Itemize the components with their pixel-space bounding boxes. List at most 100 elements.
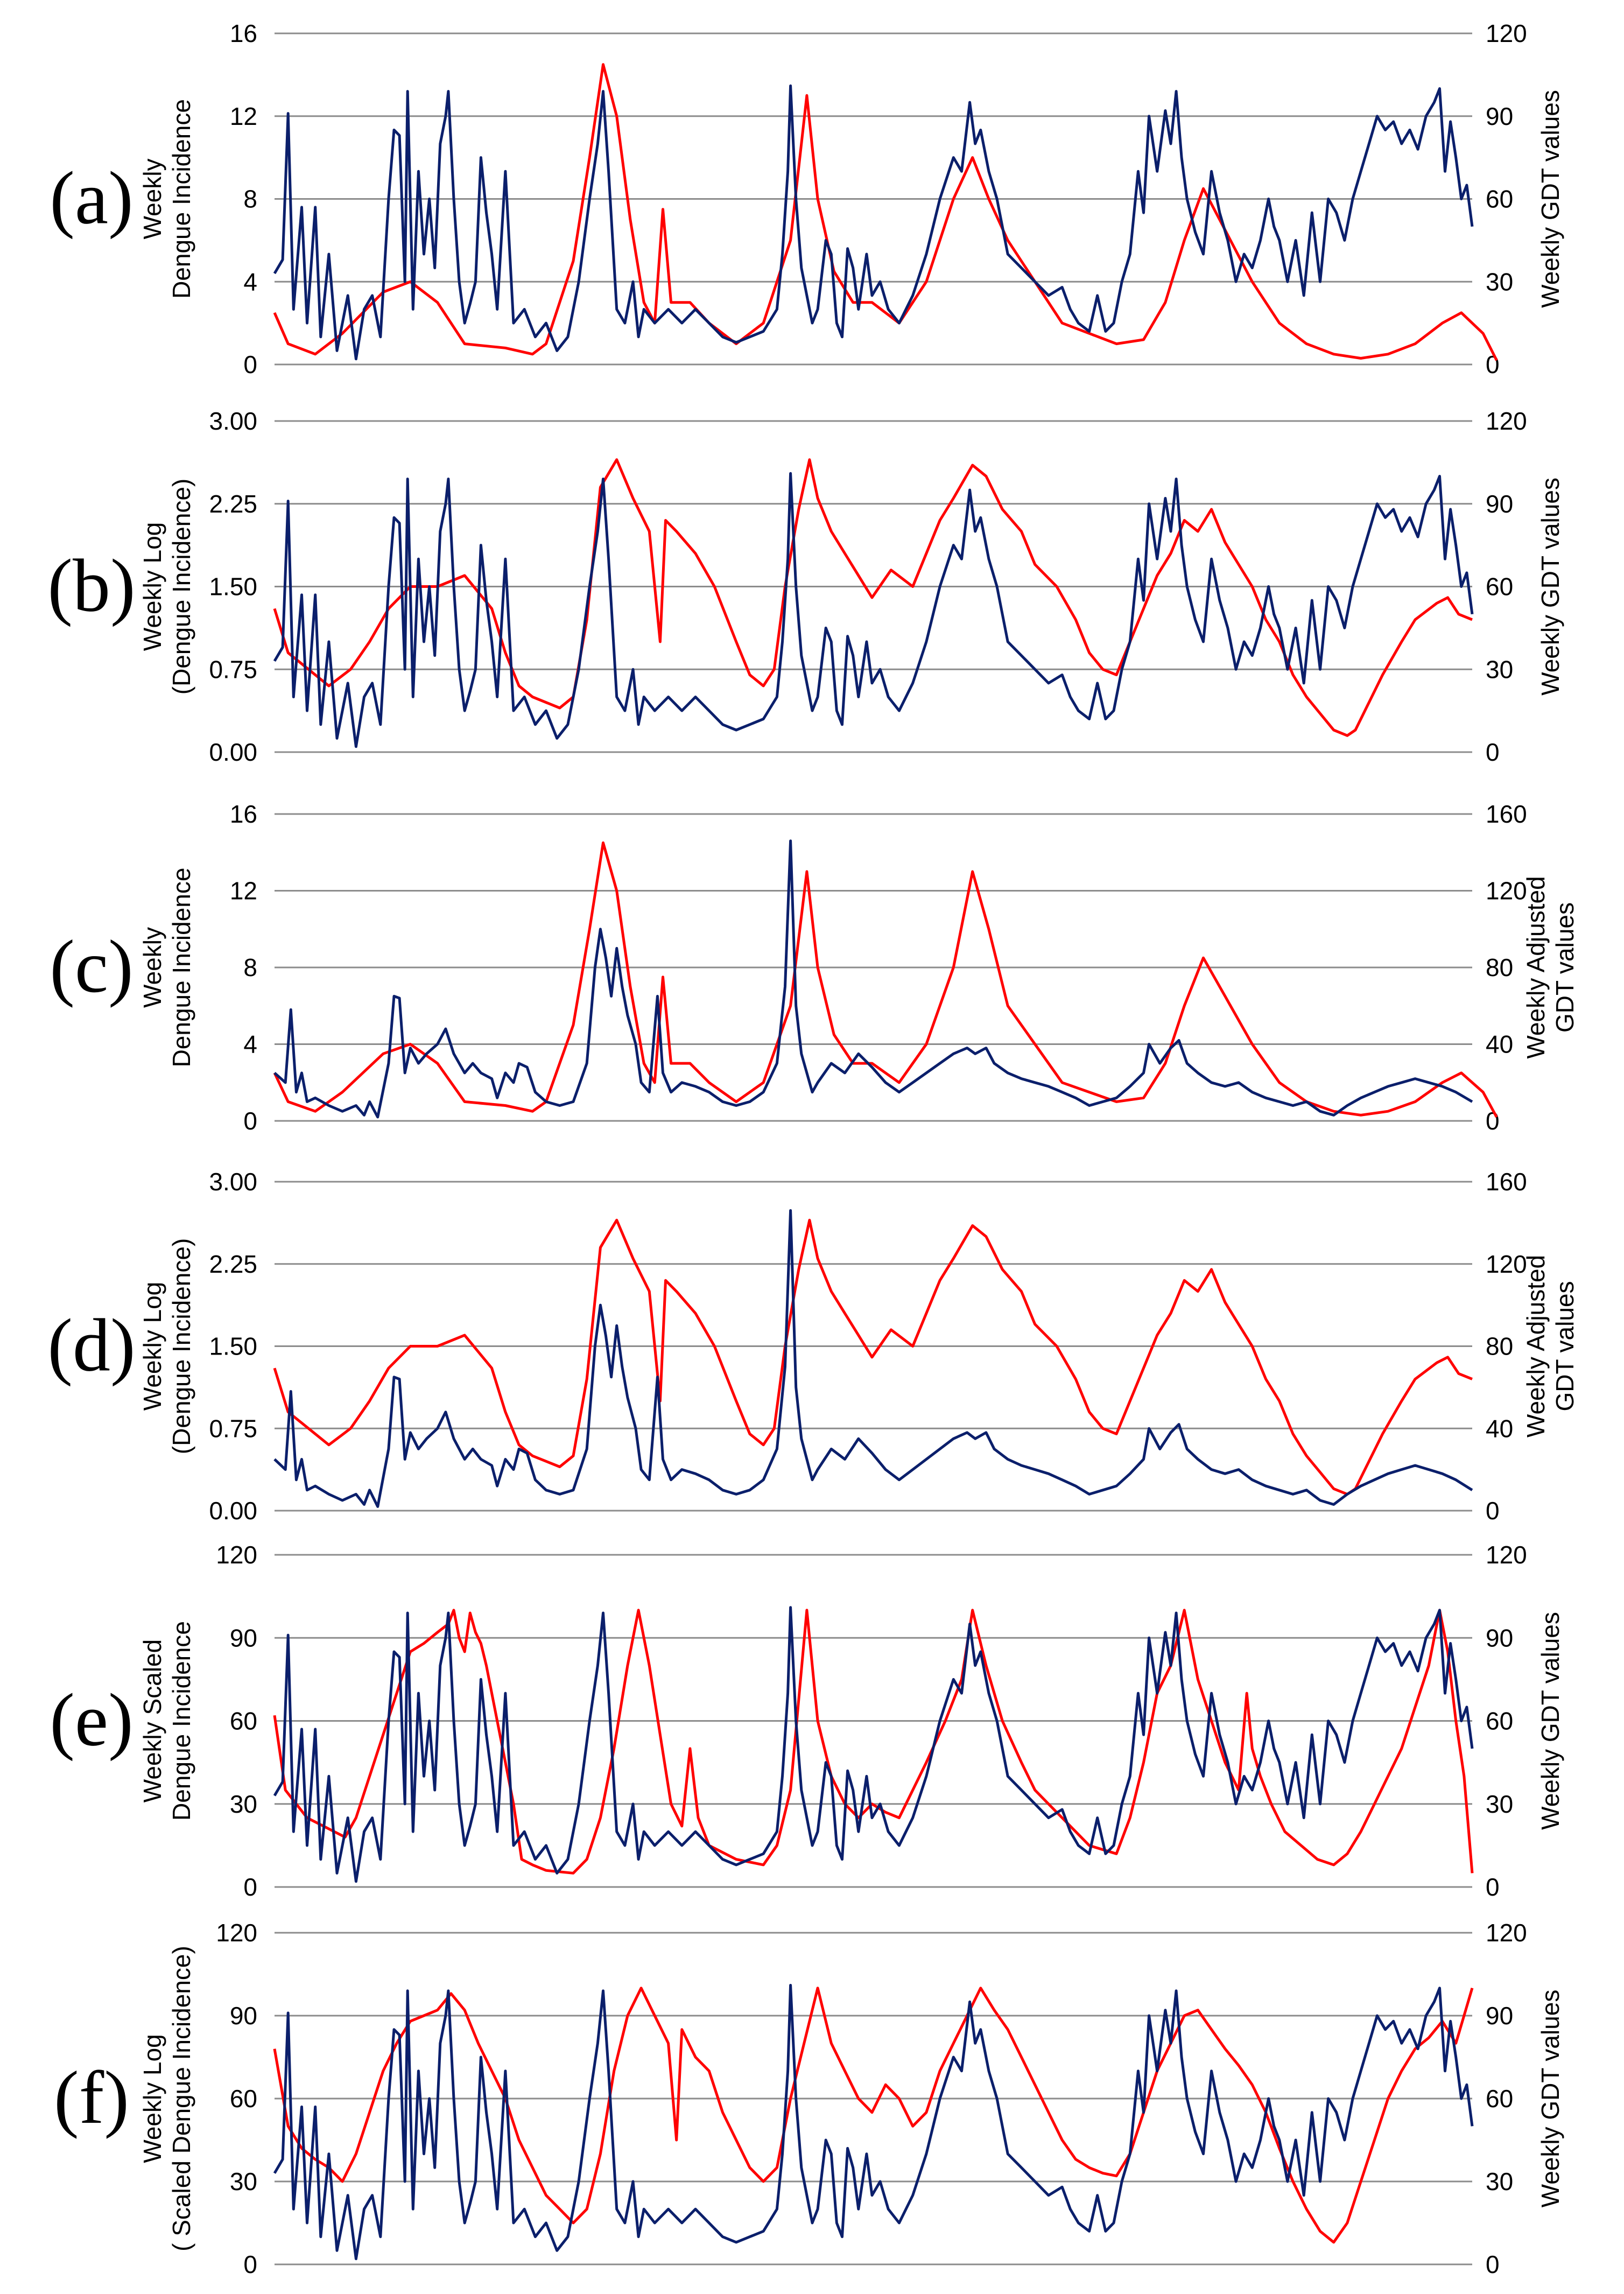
y2-axis-label: Weekly GDT values [1536, 1990, 1564, 2208]
y2-axis-label-line: Weekly GDT values [1536, 1612, 1564, 1830]
right-tick-label: 40 [1486, 1030, 1513, 1058]
dengue-series-line [273, 841, 1498, 1118]
left-tick-label: 1.50 [209, 1332, 257, 1360]
y-axis-label-line: Dengue Incidence [167, 99, 195, 299]
right-tick-label: 30 [1486, 1790, 1513, 1818]
chart-panel-e: 0 0 30 30 60 60 90 90 120 120 (e) Weekly ScaledDeng… [50, 1541, 1564, 1901]
gdt-series-line [273, 472, 1474, 748]
y2-axis-label-line: GDT values [1551, 1281, 1579, 1411]
y2-axis-label: Weekly GDT values [1536, 1612, 1564, 1830]
right-tick-label: 160 [1486, 800, 1527, 828]
y2-axis-label: Weekly AdjustedGDT values [1522, 876, 1579, 1058]
left-tick-label: 8 [243, 953, 257, 981]
y-axis-label-line: Weekly Log [138, 522, 166, 651]
y2-axis-label-line: Weekly Adjusted [1522, 1255, 1550, 1437]
right-tick-label: 160 [1486, 1168, 1527, 1196]
y2-axis-label-line: Weekly Adjusted [1522, 876, 1550, 1058]
right-tick-label: 80 [1486, 1332, 1513, 1360]
left-tick-label: 16 [230, 19, 257, 47]
left-tick-label: 8 [243, 185, 257, 213]
left-tick-label: 120 [216, 1541, 257, 1569]
gdt-series-line [273, 1209, 1473, 1508]
chart-panel-b: 0.00 00.75 301.50 602.25 903.00 120(b) Weekly … [47, 407, 1564, 766]
gdt-series-line [273, 1984, 1474, 2261]
right-tick-label: 90 [1486, 2002, 1513, 2030]
panel-label: (d) [47, 1304, 135, 1387]
y2-axis-label: Weekly GDT values [1536, 90, 1564, 308]
left-tick-label: 12 [230, 877, 257, 905]
right-tick-label: 120 [1486, 1250, 1527, 1278]
left-tick-label: 60 [230, 1707, 257, 1735]
right-tick-label: 30 [1486, 2167, 1513, 2195]
left-tick-label: 0.00 [209, 1497, 257, 1525]
right-tick-label: 90 [1486, 1624, 1513, 1652]
y2-axis-label: Weekly GDT values [1536, 478, 1564, 696]
y-axis-label-line: (Dengue Incidence) [167, 1238, 195, 1454]
y-axis-label-line: Weekly Log [138, 1282, 166, 1411]
y2-axis-label-line: Weekly GDT values [1536, 90, 1564, 308]
y-axis-label-line: Weekly Scaled [138, 1639, 166, 1802]
left-tick-label: 2.25 [209, 490, 257, 518]
y2-axis-label-line: Weekly GDT values [1536, 1990, 1564, 2208]
right-tick-label: 0 [1486, 1873, 1500, 1901]
dengue-series-line [273, 63, 1498, 361]
left-tick-label: 0.75 [209, 1414, 257, 1442]
right-tick-label: 30 [1486, 268, 1513, 296]
y-axis-label: WeeklyDengue Incidence [138, 868, 195, 1068]
left-tick-label: 0 [243, 2250, 257, 2278]
panel-label: (c) [50, 925, 133, 1008]
right-tick-label: 120 [1486, 1919, 1527, 1947]
y-axis-label-line: (Dengue Incidence) [167, 479, 195, 694]
left-tick-label: 16 [230, 800, 257, 828]
panel-label: (e) [50, 1679, 133, 1762]
y-axis-label: WeeklyDengue Incidence [138, 99, 195, 299]
left-tick-label: 30 [230, 1790, 257, 1818]
right-tick-label: 120 [1486, 19, 1527, 47]
right-tick-label: 40 [1486, 1414, 1513, 1442]
dengue-series-line [273, 1987, 1474, 2244]
left-tick-label: 120 [216, 1919, 257, 1947]
right-tick-label: 60 [1486, 2085, 1513, 2113]
right-tick-label: 0 [1486, 2250, 1500, 2278]
gdt-series-line [273, 84, 1474, 361]
left-tick-label: 4 [243, 268, 257, 296]
left-tick-label: 2.25 [209, 1250, 257, 1278]
left-tick-label: 4 [243, 1030, 257, 1058]
right-tick-label: 120 [1486, 877, 1527, 905]
left-tick-label: 0 [243, 1873, 257, 1901]
left-tick-label: 1.50 [209, 573, 257, 601]
y2-axis-label-line: Weekly GDT values [1536, 478, 1564, 696]
y-axis-label-line: Weekly Log [138, 2034, 166, 2163]
left-tick-label: 12 [230, 102, 257, 130]
left-tick-label: 0 [243, 1107, 257, 1135]
y-axis-label-line: Dengue Incidence [167, 868, 195, 1068]
dengue-series-line [273, 1609, 1474, 1875]
gdt-series-line [273, 1606, 1474, 1883]
dengue-series-line [273, 1218, 1473, 1496]
gdt-series-line [273, 839, 1473, 1119]
right-tick-label: 30 [1486, 655, 1513, 683]
left-tick-label: 30 [230, 2167, 257, 2195]
left-tick-label: 90 [230, 1624, 257, 1652]
y2-axis-label-line: GDT values [1551, 902, 1579, 1033]
right-tick-label: 60 [1486, 185, 1513, 213]
y-axis-label: Weekly Log(Dengue Incidence) [138, 479, 195, 694]
panel-label: (b) [47, 544, 135, 628]
right-tick-label: 60 [1486, 573, 1513, 601]
left-tick-label: 3.00 [209, 1168, 257, 1196]
y2-axis-label: Weekly AdjustedGDT values [1522, 1255, 1579, 1437]
left-tick-label: 0.75 [209, 655, 257, 683]
right-tick-label: 0 [1486, 738, 1500, 766]
left-tick-label: 0.00 [209, 738, 257, 766]
left-tick-label: 3.00 [209, 407, 257, 435]
right-tick-label: 90 [1486, 490, 1513, 518]
y-axis-label-line: Dengue Incidence [167, 1621, 195, 1821]
right-tick-label: 120 [1486, 407, 1527, 435]
y-axis-label: Weekly ScaledDengue Incidence [138, 1621, 195, 1821]
left-tick-label: 90 [230, 2002, 257, 2030]
y-axis-label-line: Weekly [138, 159, 166, 240]
